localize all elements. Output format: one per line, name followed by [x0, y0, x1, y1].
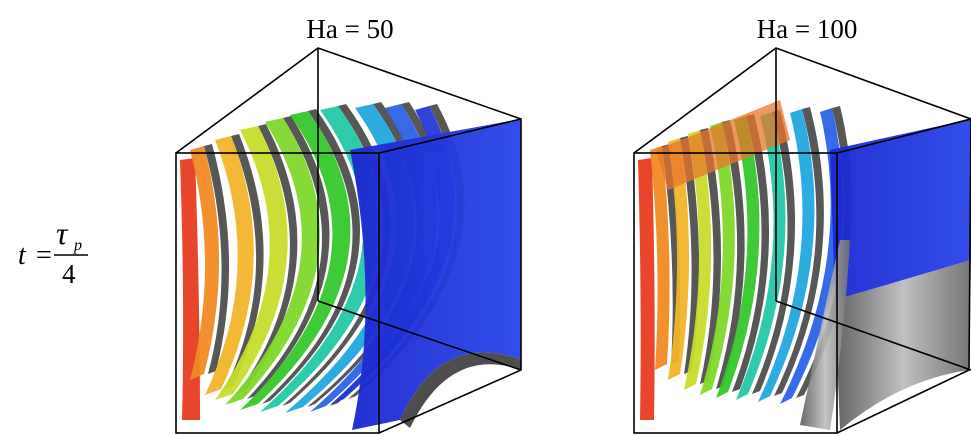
- sheet-shadow-0: [204, 144, 230, 374]
- equals-sign: =: [36, 240, 52, 271]
- sheet-surface-4: [716, 116, 760, 398]
- panel-title-ha-50: Ha = 50: [306, 14, 393, 44]
- panel-ha-50: [175, 47, 522, 434]
- sheet-surface-1: [205, 136, 254, 395]
- box-front-face: [633, 152, 838, 434]
- top-band-surface: [656, 100, 790, 190]
- gray-surface: [835, 260, 971, 430]
- box-back-bottom-edge: [317, 300, 522, 371]
- tau-subscript: p: [73, 237, 82, 254]
- box-right-face: [378, 117, 522, 434]
- sheet-surface-0: [190, 146, 219, 380]
- blue-surface: [830, 119, 971, 300]
- sheet-shadow-4: [732, 114, 770, 392]
- tau-symbol: τ: [56, 215, 69, 251]
- sheet-shadow-6: [774, 107, 824, 396]
- blue-surface-shadow: [400, 352, 521, 428]
- sheet-shadow-5: [752, 110, 796, 394]
- sheet-shadow-2: [700, 128, 721, 384]
- sheet-left-edge: [638, 158, 655, 420]
- sheet-shadow-1: [225, 134, 264, 389]
- sheet-surface-3: [225, 118, 320, 405]
- time-equation: t = τ p 4: [18, 215, 88, 289]
- sheets-ha-100: [638, 100, 971, 430]
- sheets-ha-50: [180, 102, 521, 430]
- sheet-surface-0: [650, 146, 670, 370]
- box-ha-100: [633, 47, 971, 434]
- sheet-surface-4: [240, 111, 351, 410]
- sheet-surface-5: [260, 106, 382, 412]
- sheet-surface-5: [736, 112, 786, 400]
- panel-title-ha-100: Ha = 100: [757, 14, 858, 44]
- box-back-bottom-edge: [775, 300, 971, 371]
- box-ha-50: [175, 47, 522, 434]
- sheet-surface-6: [758, 109, 815, 402]
- panel-ha-100: [633, 47, 971, 434]
- sheet-surface-2: [215, 126, 288, 400]
- box-front-face: [175, 152, 380, 434]
- denominator: 4: [62, 259, 76, 289]
- box-right-face: [836, 118, 971, 434]
- sheet-surface-1: [668, 138, 689, 380]
- time-symbol: t: [18, 240, 27, 271]
- sheet-left-edge: [180, 158, 200, 420]
- blue-surface: [350, 119, 521, 430]
- sheet-surface-7: [780, 108, 843, 404]
- sheet-surface-3: [700, 122, 735, 395]
- sheet-surface-6: [285, 104, 415, 413]
- sheet-shadow-1: [680, 136, 700, 374]
- sheet-shadow-3: [716, 120, 745, 389]
- sheet-surface-2: [684, 130, 712, 390]
